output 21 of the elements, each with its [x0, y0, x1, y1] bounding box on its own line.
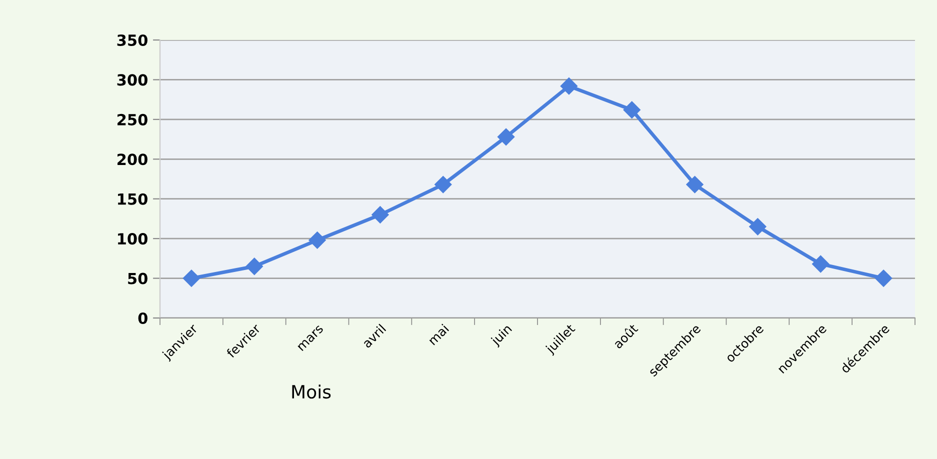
y-tick-label: 150 [118, 193, 148, 205]
point [812, 255, 830, 273]
y-tick-label: 50 [128, 272, 148, 284]
point [874, 270, 892, 287]
point [623, 101, 640, 118]
point [308, 232, 326, 249]
point [749, 218, 766, 236]
point [560, 78, 578, 95]
y-tick-label: 300 [117, 74, 148, 86]
x-axis-title: Mois [292, 384, 331, 399]
point [497, 128, 515, 146]
point [434, 176, 452, 194]
y-tick-label: 100 [118, 233, 148, 245]
y-tick-label: 0 [138, 312, 148, 324]
point [686, 176, 704, 194]
point [372, 206, 389, 224]
point [246, 258, 263, 275]
y-tick-label: 350 [117, 34, 148, 46]
y-tick-label: 200 [118, 154, 148, 166]
point [182, 270, 200, 287]
y-tick-label: 250 [118, 114, 148, 126]
